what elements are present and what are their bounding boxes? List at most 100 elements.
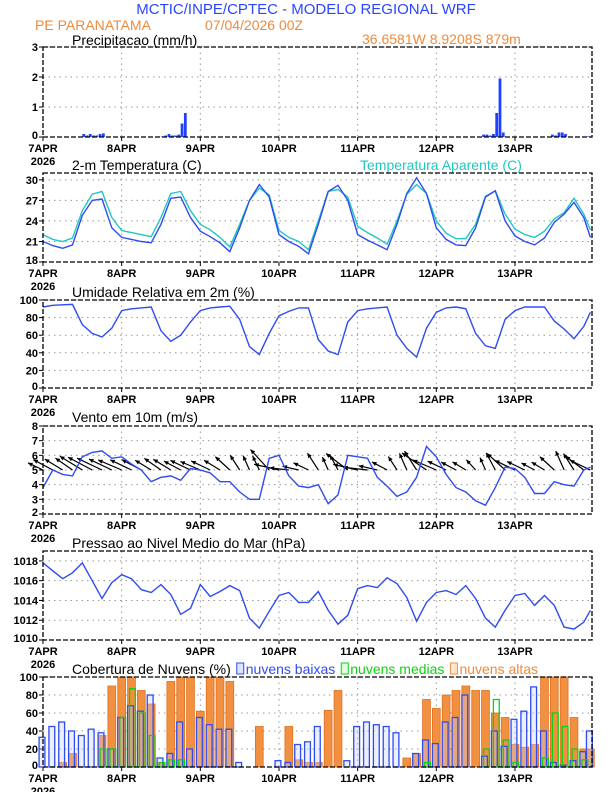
wind-arrowhead — [507, 461, 513, 466]
cloud-bar-nuvens-baixas — [117, 716, 125, 768]
run-datetime: 07/04/2026 00Z — [205, 17, 304, 33]
x-tick-label: 8APR — [107, 268, 136, 280]
x-year-label: 2026 — [31, 407, 55, 419]
y-tick-label: 1014 — [14, 595, 39, 607]
x-tick-label: 10APR — [261, 394, 297, 406]
cloud-bar-nuvens-baixas — [87, 728, 95, 768]
precip-bar — [98, 134, 102, 137]
wind-arrowhead — [243, 455, 247, 461]
x-tick-label: 7APR — [28, 268, 57, 280]
x-tick-label: 9APR — [186, 268, 215, 280]
y-tick-label: 1018 — [14, 556, 38, 568]
x-tick-label: 12APR — [419, 520, 455, 532]
y-tick-label: 1016 — [14, 576, 38, 588]
x-tick-label: 9APR — [186, 646, 215, 658]
x-tick-label: 8APR — [107, 143, 136, 155]
y-tick-label: 80 — [26, 313, 38, 325]
x-tick-label: 9APR — [186, 520, 215, 532]
wind-arrowhead — [44, 459, 50, 464]
y-tick-label: 3 — [32, 494, 38, 506]
cloud-bar-nuvens-baixas — [225, 728, 233, 768]
x-tick-label: 11APR — [340, 268, 375, 280]
cloud-bar-nuvens-baixas — [569, 760, 577, 768]
cloud-bar-nuvens-baixas — [126, 705, 135, 768]
station-name: PE PARANATAMA — [35, 17, 152, 33]
cloud-bar-nuvens-baixas — [215, 728, 223, 768]
series-line-rh-0 — [42, 303, 592, 359]
panel-title-temp: 2-m Temperatura (C) — [72, 157, 202, 173]
wind-arrowhead — [28, 462, 34, 467]
plot-frame — [42, 550, 593, 641]
wind-arrowhead — [322, 457, 327, 463]
precip-bar — [85, 135, 89, 137]
wind-arrowhead — [531, 462, 537, 467]
cloud-bar-nuvens-altas — [569, 717, 579, 768]
cloud-bar-nuvens-baixas — [461, 694, 469, 768]
x-year-label: 2026 — [31, 659, 55, 671]
y-tick-label: 18 — [26, 255, 38, 267]
precip-bar — [587, 136, 590, 137]
wind-arrowhead — [563, 453, 568, 459]
precip-bar — [95, 135, 99, 137]
precip-bar — [183, 113, 187, 137]
x-tick-label: 12APR — [419, 773, 455, 785]
y-tick-label: 0 — [32, 130, 38, 142]
y-tick-label: 20 — [26, 365, 38, 377]
x-tick-label: 9APR — [186, 773, 215, 785]
plot-frame — [42, 299, 593, 389]
wind-arrowhead — [358, 464, 364, 469]
x-tick-label: 10APR — [261, 646, 297, 658]
y-tick-label: 20 — [26, 744, 38, 756]
x-tick-label: 13APR — [497, 268, 533, 280]
y-tick-label: 2 — [32, 72, 38, 84]
x-year-label: 2026 — [31, 156, 55, 168]
cloud-bar-nuvens-baixas — [67, 730, 76, 768]
x-tick-label: 12APR — [419, 143, 455, 155]
cloud-bar-nuvens-altas — [549, 676, 559, 768]
cloud-bar-nuvens-baixas — [490, 730, 498, 768]
cloud-bar-nuvens-altas — [471, 690, 480, 768]
plot-frame — [42, 676, 593, 768]
y-tick-label: 24 — [26, 216, 39, 228]
x-tick-label: 11APR — [340, 520, 375, 532]
cloud-bar-nuvens-altas — [481, 690, 490, 768]
y-tick-label: 40 — [26, 726, 38, 738]
x-tick-label: 13APR — [497, 646, 533, 658]
panel-title-cloud: Cobertura de Nuvens (%) — [72, 661, 231, 677]
cloud-bar-nuvens-medias — [571, 748, 579, 768]
panel-title-pressure: Pressao ao Nivel Medio do Mar (hPa) — [72, 535, 305, 551]
plot-frame — [42, 425, 593, 515]
cloud-bar-nuvens-baixas — [77, 734, 85, 768]
x-tick-label: 7APR — [28, 520, 57, 532]
x-tick-label: 11APR — [340, 143, 375, 155]
cloud-bar-nuvens-baixas — [58, 721, 66, 768]
precip-bar — [485, 134, 489, 137]
cloud-bar-nuvens-baixas — [195, 716, 203, 768]
y-tick-label: 60 — [26, 330, 38, 342]
y-tick-label: 1012 — [14, 615, 38, 627]
cloud-bar-nuvens-baixas — [353, 725, 361, 768]
wind-arrowhead — [254, 463, 260, 468]
cloud-bar-nuvens-baixas — [382, 725, 390, 768]
x-tick-label: 11APR — [340, 646, 375, 658]
wind-arrowhead — [371, 461, 377, 466]
wind-arrowhead — [452, 461, 458, 467]
x-tick-label: 7APR — [28, 394, 57, 406]
x-tick-label: 7APR — [28, 646, 57, 658]
wind-arrowhead — [215, 456, 221, 462]
cloud-bar-nuvens-medias — [492, 698, 500, 768]
x-year-label: 2026 — [31, 533, 55, 545]
legend-low-clouds: nuvens baixas — [246, 661, 336, 677]
wind-arrowhead — [307, 453, 312, 459]
cloud-legend: nuvens baixas nuvens medias nuvens altas — [236, 661, 538, 677]
cloud-bar-nuvens-baixas — [431, 742, 439, 768]
wind-arrowhead — [98, 459, 104, 464]
precip-bar — [557, 132, 561, 137]
cloud-bar-nuvens-baixas — [451, 716, 459, 768]
panel-title-precip: Precipitacao (mm/h) — [72, 32, 197, 48]
cloud-bar-nuvens-medias — [541, 757, 550, 768]
cloud-bar-nuvens-baixas — [441, 721, 449, 768]
cloud-bar-nuvens-altas — [284, 726, 294, 768]
